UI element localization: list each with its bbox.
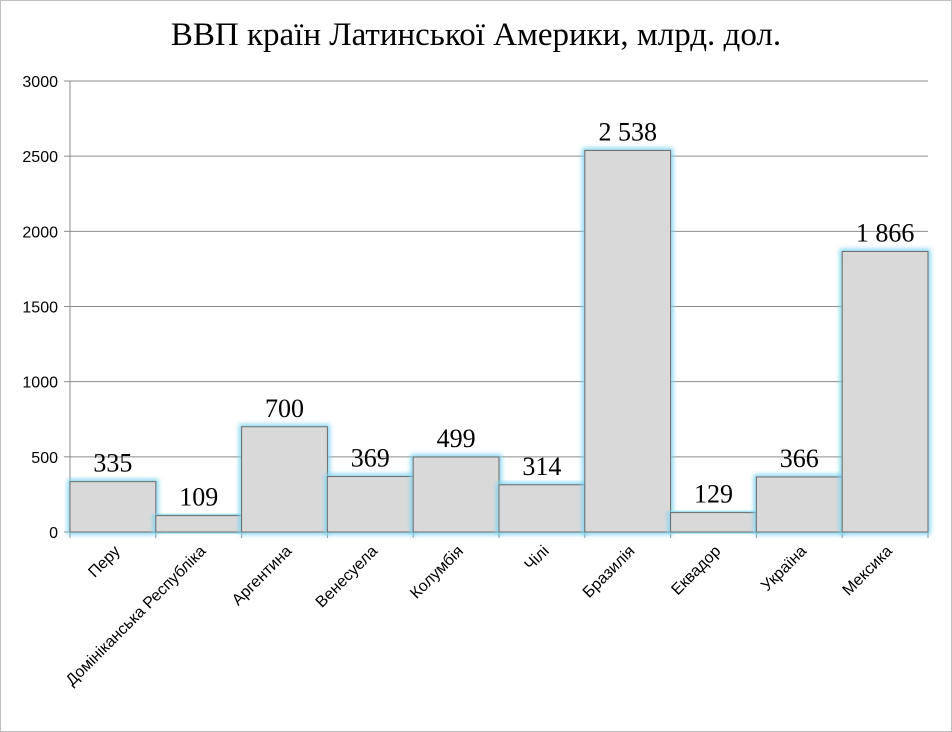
bar: [584, 149, 672, 533]
chart-title: ВВП країн Латинської Америки, млрд. дол.: [170, 17, 782, 53]
y-tick-label: 1500: [22, 300, 58, 317]
y-tick-label: 3000: [22, 74, 58, 91]
bar: [670, 512, 757, 533]
category-label: Еквадор: [668, 543, 724, 599]
data-label: 109: [179, 483, 218, 512]
bar: [155, 515, 243, 533]
y-tick-label: 2500: [22, 149, 58, 166]
bar: [69, 481, 157, 533]
y-tick-label: 0: [49, 525, 58, 542]
category-label: Колумбія: [407, 543, 467, 603]
data-label: 700: [265, 394, 304, 423]
y-tick-label: 1000: [22, 375, 58, 392]
data-label: 499: [437, 424, 476, 453]
category-label: Бразилія: [580, 543, 639, 602]
bars: [67, 147, 931, 535]
bar: [841, 250, 929, 533]
data-label: 1 866: [856, 218, 915, 247]
category-label: Чілі: [522, 543, 553, 574]
data-labels: 335 109 700 369 499 314 2 538 129 366 1 866: [93, 117, 914, 511]
bar: [755, 476, 843, 533]
bar: [241, 426, 328, 533]
y-tick-label: 2000: [22, 224, 58, 241]
category-label: Домініканська Республіка: [63, 543, 210, 690]
category-label: Україна: [758, 543, 810, 595]
data-label: 369: [351, 444, 390, 473]
gridlines: [70, 80, 928, 458]
data-label: 335: [93, 449, 132, 478]
data-label: 366: [780, 444, 819, 473]
category-label: Венесуела: [313, 543, 381, 611]
data-label: 314: [522, 452, 561, 481]
data-label: 129: [694, 480, 733, 509]
axes: 0 500 1000 1500 2000 2500 3000: [22, 74, 929, 542]
data-label: 2 538: [598, 117, 657, 146]
bar: [412, 456, 500, 533]
bar: [326, 476, 414, 533]
category-label: Мексика: [840, 543, 896, 599]
y-tick-label: 500: [31, 450, 58, 467]
category-label: Аргентина: [229, 543, 295, 609]
category-label: Перу: [85, 543, 123, 581]
bar: [498, 484, 586, 533]
